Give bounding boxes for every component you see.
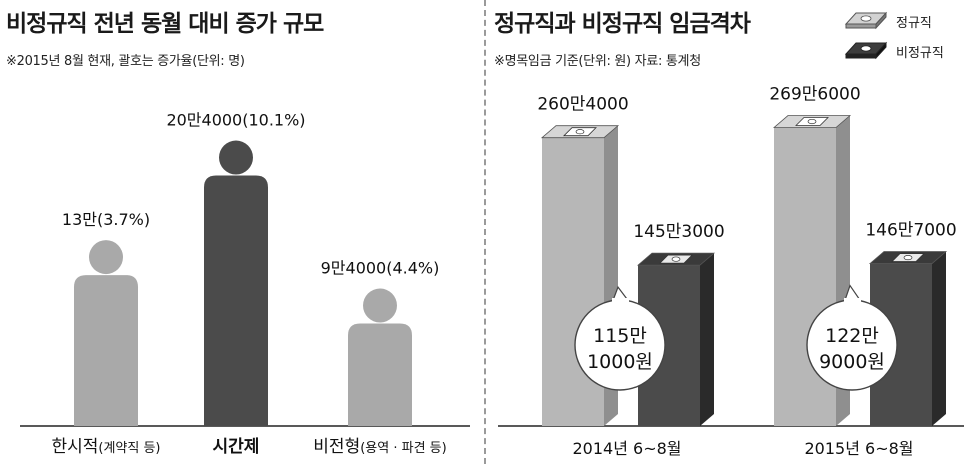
left-chart-svg: 13만(3.7%) 한시적(계약직 등) 20만4000(10.1%) 시간제 9만40… bbox=[20, 111, 470, 457]
bar-body bbox=[204, 175, 268, 426]
left-chart-title: 비정규직 전년 동월 대비 증가 규모 bbox=[6, 11, 324, 37]
chart-legend: 정규직 비정규직 bbox=[844, 6, 964, 66]
data-label: 20만4000(10.1%) bbox=[166, 111, 305, 130]
data-label: 13만(3.7%) bbox=[62, 210, 150, 229]
data-label: 145만3000 bbox=[633, 222, 724, 242]
category-label: 시간제 bbox=[213, 437, 260, 457]
category-label-main: 시간제 bbox=[213, 437, 260, 457]
bar-body bbox=[74, 275, 138, 426]
banknote-stack-icon bbox=[844, 11, 888, 30]
category-label: 2014년 6~8월 bbox=[572, 439, 681, 458]
banknote-seal bbox=[903, 255, 913, 261]
data-label: 146만7000 bbox=[865, 221, 956, 241]
gap-label-line1: 115만 bbox=[593, 325, 647, 347]
gap-label-line2: 9000원 bbox=[819, 351, 885, 373]
bar-side bbox=[700, 253, 714, 426]
bar-head bbox=[363, 288, 397, 323]
legend-item-regular: 정규직 bbox=[844, 6, 964, 36]
category-label-main: 한시적 bbox=[51, 437, 98, 457]
banknote-seal bbox=[575, 129, 585, 135]
banknote-seal bbox=[671, 256, 681, 262]
data-label: 260만4000 bbox=[537, 95, 628, 115]
bar-body bbox=[348, 323, 412, 426]
right-chart-subtitle: ※명목임금 기준(단위: 원) 자료: 통계청 bbox=[494, 54, 701, 69]
gap-label-line1: 122만 bbox=[825, 325, 879, 347]
banknote-seal bbox=[807, 118, 817, 125]
legend-label-regular: 정규직 bbox=[896, 15, 932, 31]
category-label-sub: (계약직 등) bbox=[98, 441, 160, 456]
legend-item-nonregular: 비정규직 bbox=[844, 36, 964, 66]
panel-divider bbox=[484, 0, 486, 464]
callout-joint bbox=[612, 298, 629, 306]
category-label: 비전형(용역 · 파견 등) bbox=[313, 437, 446, 457]
right-chart-panel: 정규직과 비정규직 임금격차 ※명목임금 기준(단위: 원) 자료: 통계청 2… bbox=[488, 0, 970, 464]
category-label: 2015년 6~8월 bbox=[804, 439, 913, 458]
data-label: 269만6000 bbox=[769, 85, 860, 105]
legend-label-nonregular: 비정규직 bbox=[896, 45, 944, 61]
data-label: 9만4000(4.4%) bbox=[321, 259, 440, 278]
category-label: 한시적(계약직 등) bbox=[51, 437, 160, 457]
bar-head bbox=[89, 240, 123, 275]
bar-head bbox=[219, 140, 253, 175]
left-chart-subtitle: ※2015년 8월 현재, 괄호는 증가율(단위: 명) bbox=[6, 54, 245, 69]
bar-side bbox=[932, 251, 946, 426]
right-chart-title: 정규직과 비정규직 임금격차 bbox=[494, 11, 751, 37]
left-chart-panel: 비정규직 전년 동월 대비 증가 규모 ※2015년 8월 현재, 괄호는 증가… bbox=[0, 0, 482, 464]
banknote-stack-icon bbox=[844, 41, 888, 60]
gap-label-line2: 1000원 bbox=[587, 351, 653, 373]
right-chart-svg: 260만4000 145만3000 115만 1000원 2014년 6~8월 269만6… bbox=[498, 85, 964, 458]
category-label-main: 비전형 bbox=[313, 437, 360, 457]
callout-joint bbox=[844, 298, 861, 306]
category-label-sub: (용역 · 파견 등) bbox=[360, 441, 446, 456]
